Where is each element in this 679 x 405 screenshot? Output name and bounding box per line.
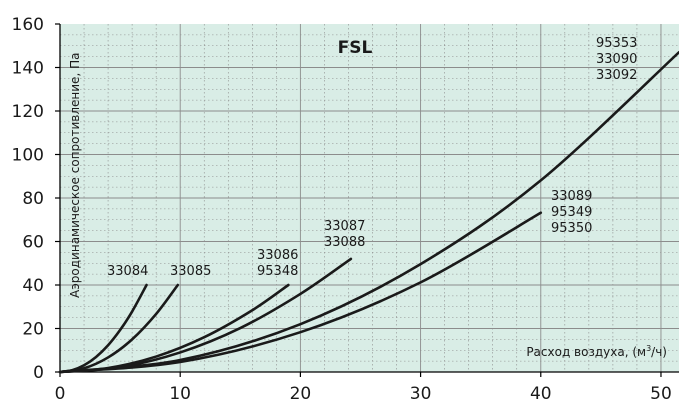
grid — [60, 24, 679, 372]
y-tick-label: 0 — [33, 363, 44, 383]
series-label: 33087 — [324, 219, 365, 234]
y-axis-label: Аэродинамическое сопротивление, Па — [68, 53, 82, 298]
tick-labels: 0 10 20 30 40 50 0 20 40 60 80 100 120 140 160 — [12, 15, 672, 404]
x-axis-label-suffix: /ч) — [651, 345, 667, 359]
series-line — [58, 283, 180, 374]
x-tick-label: 40 — [530, 384, 552, 404]
y-tick-label: 20 — [22, 320, 44, 340]
y-tick-label: 160 — [12, 15, 44, 35]
x-axis-label-prefix: Расход воздуха, (м — [526, 345, 646, 359]
y-tick-label: 40 — [22, 276, 44, 296]
y-tick-label: 60 — [22, 233, 44, 253]
series-label: 95348 — [257, 264, 298, 279]
series-line — [58, 50, 679, 374]
series-label: 95349 — [551, 205, 592, 220]
x-tick-label: 30 — [410, 384, 432, 404]
x-axis-label-superscript: 3 — [646, 344, 651, 353]
series-lines — [58, 50, 679, 374]
series-label: 33092 — [596, 68, 637, 83]
chart-title: FSL — [338, 38, 373, 58]
y-tick-label: 80 — [22, 189, 44, 209]
y-tick-label: 140 — [12, 59, 44, 79]
x-tick-label: 0 — [55, 384, 66, 404]
y-tick-label: 100 — [12, 146, 44, 166]
series-label: 95350 — [551, 221, 592, 236]
series-label: 33088 — [324, 235, 365, 250]
series-label: 33089 — [551, 189, 592, 204]
series-label: 33086 — [257, 248, 298, 263]
series-line — [58, 211, 543, 374]
series-label: 95353 — [596, 36, 637, 51]
x-axis-label: Расход воздуха, (м3/ч) — [526, 344, 667, 359]
y-tick-label: 120 — [12, 102, 44, 122]
x-tick-label: 50 — [650, 384, 672, 404]
series-label: 33084 — [107, 264, 148, 279]
series-label: 33090 — [596, 52, 637, 67]
x-tick-label: 20 — [290, 384, 312, 404]
series-label: 33085 — [170, 264, 211, 279]
x-tick-label: 10 — [169, 384, 191, 404]
